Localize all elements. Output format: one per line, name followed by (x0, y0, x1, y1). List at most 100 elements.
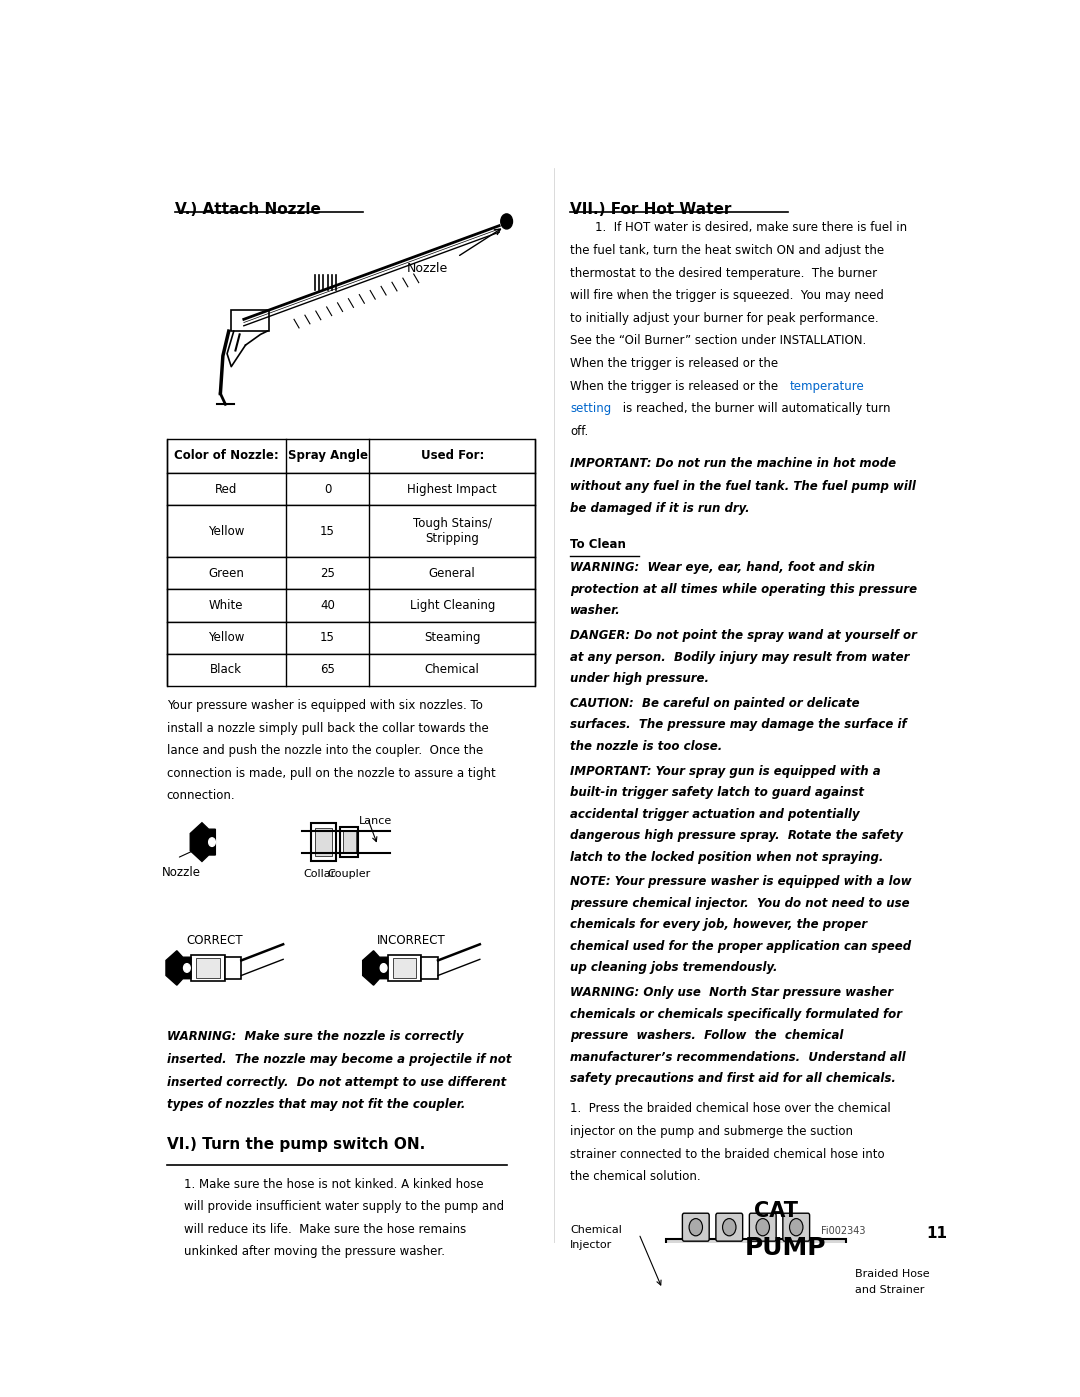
FancyBboxPatch shape (191, 956, 225, 981)
Text: off.: off. (570, 425, 589, 437)
Text: will reduce its life.  Make sure the hose remains: will reduce its life. Make sure the hose… (184, 1222, 465, 1236)
Text: dangerous high pressure spray.  Rotate the safety: dangerous high pressure spray. Rotate th… (570, 830, 903, 842)
FancyBboxPatch shape (750, 1213, 777, 1241)
Circle shape (501, 214, 513, 229)
Text: CORRECT: CORRECT (186, 933, 243, 947)
Text: General: General (429, 567, 475, 580)
Text: V.) Attach Nozzle: V.) Attach Nozzle (175, 203, 321, 217)
Text: 15: 15 (320, 631, 335, 644)
FancyBboxPatch shape (340, 827, 359, 858)
Text: inserted correctly.  Do not attempt to use different: inserted correctly. Do not attempt to us… (166, 1076, 507, 1088)
Text: VI.) Turn the pump switch ON.: VI.) Turn the pump switch ON. (166, 1137, 426, 1153)
Text: Braided Hose: Braided Hose (855, 1268, 930, 1278)
Text: When the trigger is released or the: When the trigger is released or the (570, 358, 782, 370)
Text: Green: Green (208, 567, 244, 580)
Text: 1.  If HOT water is desired, make sure there is fuel in: 1. If HOT water is desired, make sure th… (595, 222, 907, 235)
Text: See the “Oil Burner” section under INSTALLATION.: See the “Oil Burner” section under INSTA… (570, 334, 866, 348)
Text: Black: Black (211, 664, 242, 676)
Text: NOTE: Your pressure washer is equipped with a low: NOTE: Your pressure washer is equipped w… (570, 876, 912, 888)
Text: Coupler: Coupler (327, 869, 370, 879)
Text: DANGER: Do not point the spray wand at yourself or: DANGER: Do not point the spray wand at y… (570, 629, 917, 643)
FancyBboxPatch shape (225, 957, 241, 979)
Text: 15: 15 (320, 525, 335, 538)
Text: Light Cleaning: Light Cleaning (409, 599, 495, 612)
Text: without any fuel in the fuel tank. The fuel pump will: without any fuel in the fuel tank. The f… (570, 479, 916, 493)
Circle shape (723, 1218, 735, 1236)
Text: up cleaning jobs tremendously.: up cleaning jobs tremendously. (570, 961, 778, 975)
Text: 11: 11 (927, 1227, 947, 1241)
Text: the nozzle is too close.: the nozzle is too close. (570, 740, 723, 753)
Text: IMPORTANT: Your spray gun is equipped with a: IMPORTANT: Your spray gun is equipped wi… (570, 764, 881, 778)
Text: Nozzle: Nozzle (407, 263, 448, 275)
Text: Highest Impact: Highest Impact (407, 483, 497, 496)
Text: Your pressure washer is equipped with six nozzles. To: Your pressure washer is equipped with si… (166, 698, 483, 712)
Text: WARNING: Only use  North Star pressure washer: WARNING: Only use North Star pressure wa… (570, 986, 893, 999)
Text: Used For:: Used For: (420, 450, 484, 462)
Text: INCORRECT: INCORRECT (377, 933, 446, 947)
FancyBboxPatch shape (311, 823, 336, 862)
Text: To Clean: To Clean (570, 538, 626, 550)
Circle shape (689, 1218, 702, 1236)
Text: chemicals or chemicals specifically formulated for: chemicals or chemicals specifically form… (570, 1007, 902, 1021)
Text: connection.: connection. (166, 789, 235, 802)
Text: washer.: washer. (570, 605, 621, 617)
Text: 65: 65 (320, 664, 335, 676)
Text: 1.  Press the braided chemical hose over the chemical: 1. Press the braided chemical hose over … (570, 1102, 891, 1115)
Circle shape (380, 964, 387, 972)
FancyBboxPatch shape (671, 1245, 842, 1352)
Text: VII.) For Hot Water: VII.) For Hot Water (570, 203, 731, 217)
FancyBboxPatch shape (166, 439, 535, 474)
Text: at any person.  Bodily injury may result from water: at any person. Bodily injury may result … (570, 651, 909, 664)
Text: thermostat to the desired temperature.  The burner: thermostat to the desired temperature. T… (570, 267, 877, 279)
FancyBboxPatch shape (393, 958, 416, 978)
Text: to initially adjust your burner for peak performance.: to initially adjust your burner for peak… (570, 312, 879, 324)
Text: WARNING:  Wear eye, ear, hand, foot and skin: WARNING: Wear eye, ear, hand, foot and s… (570, 562, 875, 574)
Circle shape (789, 1218, 802, 1236)
Text: pressure chemical injector.  You do not need to use: pressure chemical injector. You do not n… (570, 897, 909, 909)
FancyBboxPatch shape (315, 828, 332, 856)
FancyBboxPatch shape (632, 1274, 666, 1305)
Text: Yellow: Yellow (208, 525, 244, 538)
FancyBboxPatch shape (666, 1239, 847, 1358)
Text: Red: Red (215, 483, 238, 496)
FancyBboxPatch shape (166, 506, 535, 557)
Text: When the trigger is released or the: When the trigger is released or the (570, 380, 782, 393)
FancyBboxPatch shape (388, 956, 421, 981)
Text: 1. Make sure the hose is not kinked. A kinked hose: 1. Make sure the hose is not kinked. A k… (184, 1178, 483, 1190)
Text: and Strainer: and Strainer (855, 1285, 924, 1295)
Text: Fi002343: Fi002343 (821, 1227, 866, 1236)
Text: safety precautions and first aid for all chemicals.: safety precautions and first aid for all… (570, 1073, 896, 1085)
Text: setting: setting (570, 402, 611, 415)
Text: strainer connected to the braided chemical hose into: strainer connected to the braided chemic… (570, 1147, 885, 1161)
Polygon shape (166, 951, 191, 985)
Circle shape (756, 1218, 769, 1236)
Text: Yellow: Yellow (208, 631, 244, 644)
Polygon shape (363, 951, 388, 985)
Text: the chemical solution.: the chemical solution. (570, 1171, 701, 1183)
Circle shape (208, 838, 215, 847)
Text: types of nozzles that may not fit the coupler.: types of nozzles that may not fit the co… (166, 1098, 465, 1111)
Text: manufacturer’s recommendations.  Understand all: manufacturer’s recommendations. Understa… (570, 1051, 906, 1063)
Text: under high pressure.: under high pressure. (570, 672, 710, 685)
Text: will fire when the trigger is squeezed.  You may need: will fire when the trigger is squeezed. … (570, 289, 885, 302)
Text: inserted.  The nozzle may become a projectile if not: inserted. The nozzle may become a projec… (166, 1053, 511, 1066)
Text: Spray Angle: Spray Angle (287, 450, 367, 462)
Text: chemicals for every job, however, the proper: chemicals for every job, however, the pr… (570, 918, 867, 932)
FancyBboxPatch shape (342, 831, 356, 852)
Text: White: White (210, 599, 243, 612)
FancyBboxPatch shape (166, 474, 535, 506)
Text: Steaming: Steaming (424, 631, 481, 644)
Text: Chemical: Chemical (570, 1225, 622, 1235)
Polygon shape (190, 823, 215, 862)
Text: Color of Nozzle:: Color of Nozzle: (174, 450, 279, 462)
Text: 0: 0 (324, 483, 332, 496)
Text: chemical used for the proper application can speed: chemical used for the proper application… (570, 940, 912, 953)
Text: temperature: temperature (789, 380, 864, 393)
Text: built-in trigger safety latch to guard against: built-in trigger safety latch to guard a… (570, 787, 864, 799)
FancyBboxPatch shape (716, 1213, 743, 1241)
Text: install a nozzle simply pull back the collar towards the: install a nozzle simply pull back the co… (166, 722, 488, 735)
Text: pressure  washers.  Follow  the  chemical: pressure washers. Follow the chemical (570, 1030, 843, 1042)
FancyBboxPatch shape (166, 557, 535, 590)
Text: Chemical: Chemical (424, 664, 480, 676)
FancyBboxPatch shape (683, 1213, 710, 1241)
